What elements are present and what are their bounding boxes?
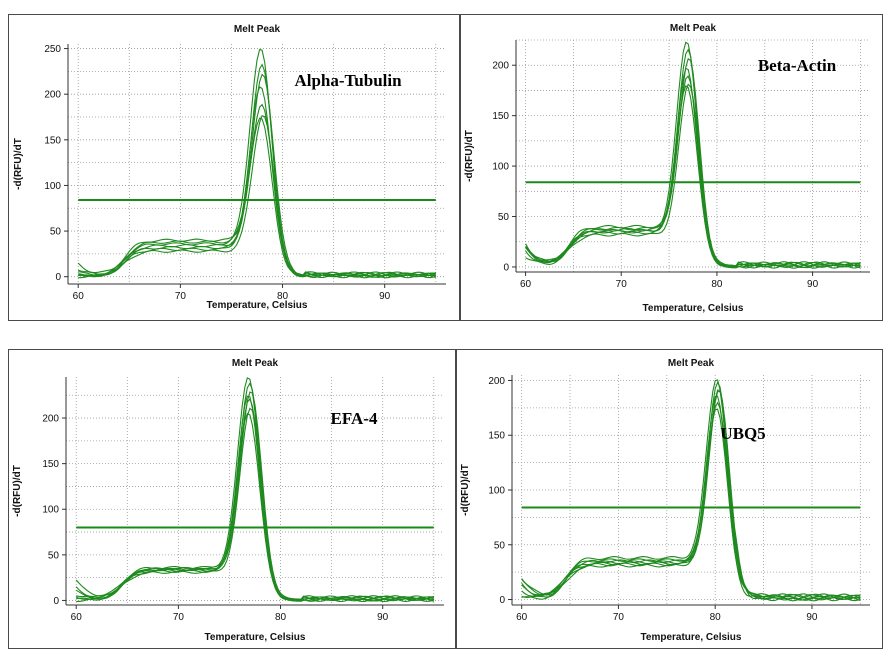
x-tick-label: 90	[807, 279, 819, 290]
x-tick-label: 60	[71, 612, 83, 623]
x-tick-label: 70	[613, 612, 625, 623]
y-tick-label: 50	[498, 212, 510, 223]
x-tick-label: 60	[516, 612, 528, 623]
y-tick-label: 100	[492, 162, 509, 173]
y-tick-label: 200	[488, 376, 505, 387]
x-tick-label: 90	[379, 291, 391, 302]
x-tick-label: 90	[377, 612, 389, 623]
melt-curve-series	[78, 86, 436, 278]
grid-lines	[68, 44, 446, 284]
melt-curve-series	[525, 85, 861, 269]
y-axis-title: -d(RFU)/dT	[460, 464, 471, 516]
melt-curve-series	[76, 412, 434, 602]
x-tick-label: 60	[73, 291, 85, 302]
melt-peak-panel-alpha-tubulin: Melt Peak 60 70 80 90 0 50 100 150 200 250 Temperat…	[8, 14, 460, 321]
y-tick-label: 100	[488, 486, 505, 497]
y-tick-label: 150	[488, 431, 505, 442]
y-tick-label: 100	[42, 505, 59, 516]
melt-curve-series	[525, 83, 861, 269]
melt-peak-chart: Melt Peak 60 70 80 90 0 50 100 150 200 250 Temperat…	[13, 24, 446, 311]
y-tick-label: 150	[44, 135, 61, 146]
chart-title: Melt Peak	[670, 23, 717, 34]
y-tick-label: 200	[44, 90, 61, 101]
x-tick-label: 70	[173, 612, 185, 623]
grid-lines	[512, 375, 870, 605]
x-tick-label: 80	[275, 612, 287, 623]
y-tick-label: 50	[48, 550, 60, 561]
chart-title: Melt Peak	[232, 358, 279, 369]
chart-title: Melt Peak	[234, 24, 281, 35]
y-tick-label: 250	[44, 44, 61, 55]
y-tick-label: 0	[499, 595, 505, 606]
x-axis-title: Temperature, Celsius	[207, 300, 308, 311]
chart-title: Melt Peak	[668, 358, 715, 369]
melt-curve-series	[75, 395, 434, 602]
melt-peak-chart: Melt Peak 60 70 80 90 0 50 100 150 200 Temperature…	[464, 23, 870, 314]
gene-label: Alpha-Tubulin	[294, 71, 402, 90]
y-tick-label: 200	[42, 414, 59, 425]
x-tick-label: 80	[277, 291, 289, 302]
y-tick-label: 0	[55, 272, 61, 283]
gene-label: EFA-4	[331, 409, 378, 428]
melt-curve-series	[77, 73, 436, 279]
melt-curve-series	[525, 57, 861, 269]
y-tick-label: 0	[503, 262, 509, 273]
y-axis-title: -d(RFU)/dT	[13, 138, 24, 190]
melt-curve-series	[521, 408, 861, 602]
y-tick-label: 50	[50, 227, 62, 238]
melt-peak-panel-ubq5: Melt Peak 60 70 80 90 0 50 100 150 200 Temperature…	[456, 349, 883, 649]
melt-curve-series	[521, 381, 861, 602]
y-axis-title: -d(RFU)/dT	[464, 130, 475, 182]
y-axis-title: -d(RFU)/dT	[12, 465, 23, 517]
melt-peak-panel-beta-actin: Melt Peak 60 70 80 90 0 50 100 150 200 Temperature…	[460, 14, 883, 321]
melt-curve-series	[521, 390, 861, 602]
x-tick-label: 80	[711, 279, 723, 290]
x-axis-title: Temperature, Celsius	[643, 303, 744, 314]
melt-peak-chart: Melt Peak 60 70 80 90 0 50 100 150 200 Temperature…	[12, 358, 444, 643]
melt-curve-series	[76, 407, 434, 602]
melt-curve-series	[521, 389, 861, 601]
melt-peak-chart: Melt Peak 60 70 80 90 0 50 100 150 200 Temperature…	[460, 358, 870, 643]
y-tick-label: 100	[44, 181, 61, 192]
melt-curve-series	[78, 117, 436, 279]
x-tick-label: 70	[616, 279, 628, 290]
y-tick-label: 200	[492, 61, 509, 72]
x-tick-label: 60	[520, 279, 532, 290]
gene-label: UBQ5	[720, 424, 765, 443]
y-tick-label: 150	[42, 459, 59, 470]
x-axis-title: Temperature, Celsius	[641, 632, 742, 643]
y-tick-label: 0	[53, 596, 59, 607]
x-tick-label: 70	[175, 291, 187, 302]
y-tick-label: 150	[492, 111, 509, 122]
gene-label: Beta-Actin	[758, 56, 837, 75]
melt-curve-series	[78, 114, 436, 279]
x-tick-label: 80	[710, 612, 722, 623]
x-axis-title: Temperature, Celsius	[205, 632, 306, 643]
melt-peak-panel-efa-4: Melt Peak 60 70 80 90 0 50 100 150 200 Temperature…	[8, 349, 456, 649]
y-tick-label: 50	[494, 540, 506, 551]
melt-curve-series	[521, 395, 861, 601]
x-tick-label: 90	[806, 612, 818, 623]
